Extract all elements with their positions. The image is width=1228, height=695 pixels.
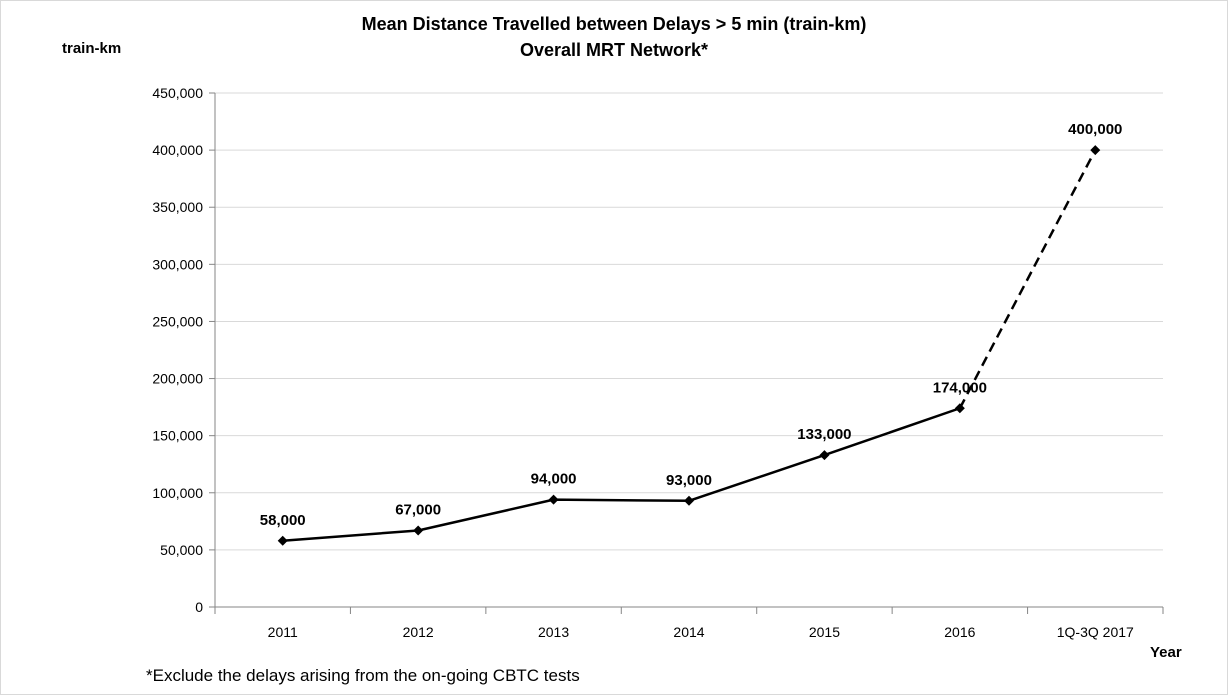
y-tick-label: 250,000 xyxy=(152,313,203,329)
gridlines xyxy=(215,92,1163,551)
data-label: 174,000 xyxy=(933,379,987,396)
y-tick-label: 0 xyxy=(195,599,203,615)
data-point xyxy=(954,403,965,414)
data-point xyxy=(819,450,830,461)
chart-footnote: *Exclude the delays arising from the on-… xyxy=(146,666,580,685)
data-label: 94,000 xyxy=(531,471,577,488)
x-tick-label: 2016 xyxy=(944,624,975,640)
x-axis-label: Year xyxy=(1150,644,1182,661)
x-tick-label: 2013 xyxy=(538,624,569,640)
axes xyxy=(209,92,1164,614)
data-point xyxy=(548,494,559,505)
y-tick-label: 400,000 xyxy=(152,142,203,158)
y-tick-label: 350,000 xyxy=(152,199,203,215)
series-lines xyxy=(282,149,1097,542)
data-label: 67,000 xyxy=(395,501,441,518)
y-tick-label: 200,000 xyxy=(152,371,203,387)
y-tick-labels: 0 50,000 100,000 150,000 200,000 250,000 300,0… xyxy=(152,85,203,615)
x-tick-label: 2014 xyxy=(673,624,704,640)
y-tick-label: 150,000 xyxy=(152,428,203,444)
x-tick-label: 2015 xyxy=(809,624,840,640)
data-label: 400,000 xyxy=(1068,121,1122,138)
data-point xyxy=(413,525,424,536)
series-line-solid xyxy=(282,407,961,542)
data-markers xyxy=(277,145,1101,546)
data-label: 58,000 xyxy=(260,512,306,529)
data-label: 133,000 xyxy=(797,426,851,443)
series-line-dashed xyxy=(958,149,1097,409)
data-point xyxy=(277,535,288,546)
x-tick-label: 2012 xyxy=(403,624,434,640)
data-label: 93,000 xyxy=(666,472,712,489)
y-tick-label: 450,000 xyxy=(152,85,203,101)
data-point xyxy=(1090,145,1101,156)
x-tick-label: 1Q-3Q 2017 xyxy=(1057,624,1134,640)
data-labels: 58,000 67,000 94,000 93,000 133,000 174,000 40… xyxy=(260,121,1123,529)
x-tick-label: 2011 xyxy=(268,624,298,640)
y-tick-label: 300,000 xyxy=(152,256,203,272)
y-tick-label: 50,000 xyxy=(160,542,203,558)
chart-subtitle: Overall MRT Network* xyxy=(519,40,709,60)
y-tick-label: 100,000 xyxy=(152,485,203,501)
y-axis-label: train-km xyxy=(62,40,122,57)
chart-title: Mean Distance Travelled between Delays >… xyxy=(361,14,867,34)
data-point xyxy=(684,495,694,506)
x-tick-labels: 2011 2012 2013 2014 2015 2016 1Q-3Q 2017 xyxy=(268,624,1134,640)
